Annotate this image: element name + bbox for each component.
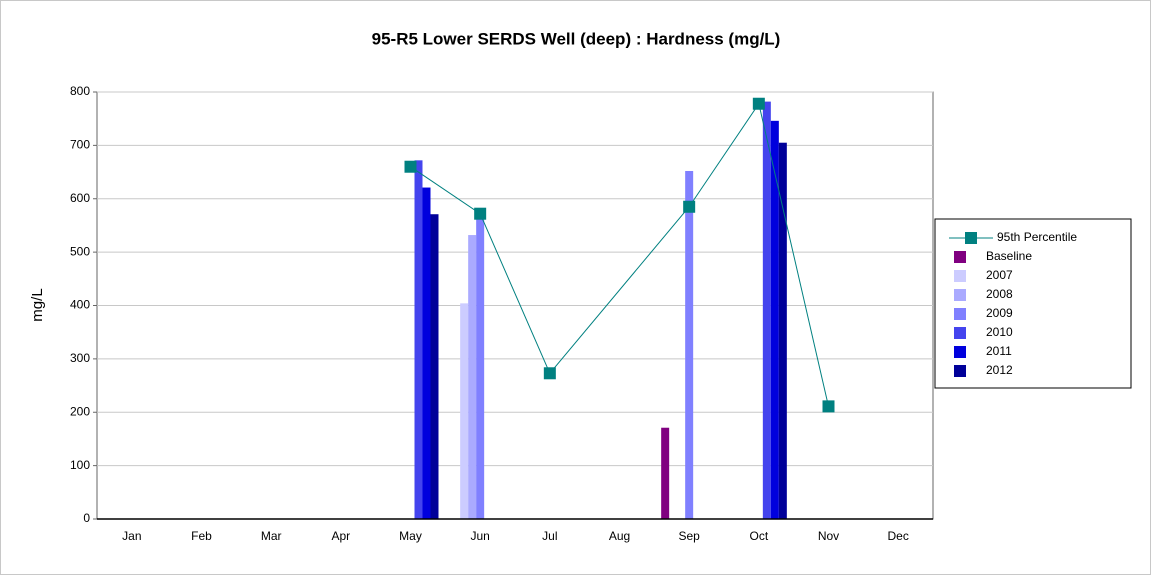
- marker: [752, 97, 765, 110]
- y-tick-label: 300: [70, 351, 90, 365]
- x-tick-label: Aug: [609, 529, 630, 543]
- legend-swatch: [954, 270, 966, 282]
- y-axis-label: mg/L: [29, 288, 46, 321]
- legend-label: 2010: [986, 325, 1013, 339]
- legend-swatch: [954, 289, 966, 301]
- bar: [778, 142, 787, 520]
- legend-swatch: [954, 327, 966, 339]
- chart-title: 95-R5 Lower SERDS Well (deep) : Hardness…: [372, 29, 781, 48]
- legend-swatch: [954, 346, 966, 358]
- x-tick-label: Sep: [678, 529, 700, 543]
- line: [410, 102, 829, 407]
- legend-box: [934, 218, 1132, 389]
- legend-swatch: [954, 365, 966, 377]
- y-tick-label: 100: [70, 458, 90, 472]
- legend-label: 2008: [986, 287, 1013, 301]
- y-tick-label: 700: [70, 138, 90, 152]
- bar: [770, 120, 779, 519]
- x-tick-label: Jun: [470, 529, 489, 543]
- legend-swatch: [954, 251, 966, 263]
- bar: [661, 427, 670, 519]
- x-tick-label: Oct: [749, 529, 768, 543]
- marker: [474, 207, 487, 220]
- legend-swatch: [954, 308, 966, 320]
- x-tick-label: Mar: [261, 529, 282, 543]
- bar: [762, 101, 771, 520]
- y-tick-label: 600: [70, 191, 90, 205]
- legend-label: 95th Percentile: [997, 230, 1077, 244]
- bar: [468, 235, 477, 520]
- y-tick-label: 0: [83, 511, 90, 525]
- y-tick-label: 500: [70, 244, 90, 258]
- x-tick-label: Apr: [331, 529, 350, 543]
- marker: [822, 400, 835, 413]
- x-tick-label: Dec: [887, 529, 908, 543]
- x-tick-label: Nov: [818, 529, 839, 543]
- marker: [543, 367, 556, 380]
- legend-label: Baseline: [986, 249, 1032, 263]
- y-tick-label: 400: [70, 298, 90, 312]
- bar: [460, 303, 469, 519]
- y-tick-label: 800: [70, 84, 90, 98]
- legend-label: 2012: [986, 363, 1013, 377]
- marker: [404, 160, 417, 173]
- marker: [683, 200, 696, 213]
- bar: [476, 213, 485, 519]
- bar: [422, 187, 431, 519]
- x-tick-label: Feb: [191, 529, 212, 543]
- legend-marker: [965, 232, 977, 244]
- x-tick-label: May: [399, 529, 422, 543]
- bar: [430, 214, 439, 519]
- x-tick-label: Jul: [542, 529, 557, 543]
- legend-label: 2011: [986, 344, 1012, 358]
- bar: [414, 160, 423, 519]
- bar: [685, 170, 694, 519]
- legend-label: 2009: [986, 306, 1013, 320]
- legend-label: 2007: [986, 268, 1013, 282]
- x-tick-label: Jan: [122, 529, 141, 543]
- y-tick-label: 200: [70, 404, 90, 418]
